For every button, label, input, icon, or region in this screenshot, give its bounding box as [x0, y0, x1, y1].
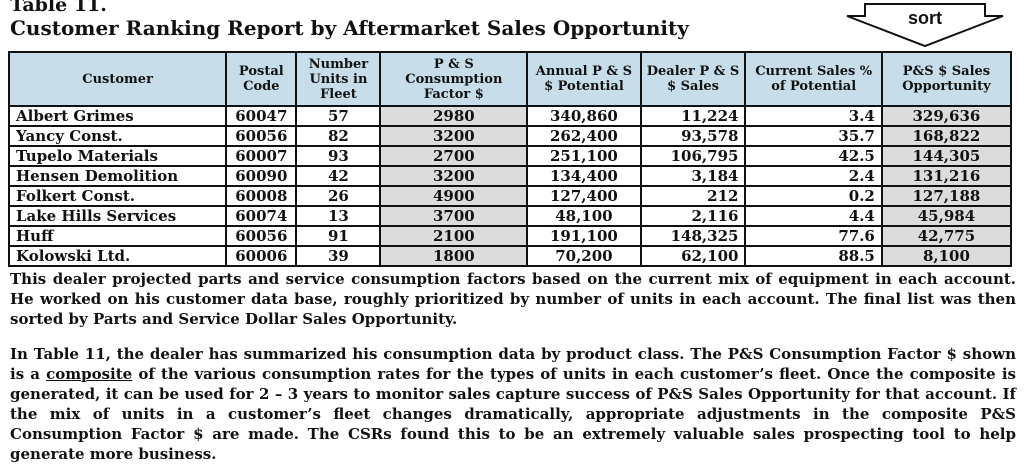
cell-dealer-sales: 11,224	[639, 105, 747, 127]
cell-units: 93	[295, 145, 382, 167]
cell-opportunity: 144,305	[880, 145, 1013, 167]
header-current-sales-pct: Current Sales % of Potential	[744, 51, 883, 107]
paragraph-1: This dealer projected parts and service …	[10, 270, 1016, 328]
cell-dealer-sales: 3,184	[639, 165, 747, 187]
cell-customer: Folkert Const.	[7, 185, 228, 207]
cell-consumption-factor: 2980	[379, 105, 529, 127]
cell-current-pct: 77.6	[744, 225, 883, 247]
cell-consumption-factor: 3700	[379, 205, 529, 227]
cell-units: 57	[295, 105, 382, 127]
cell-postal-code: 60056	[225, 125, 298, 147]
cell-annual-potential: 127,400	[526, 185, 642, 207]
cell-customer: Hensen Demolition	[7, 165, 228, 187]
paragraph-2: In Table 11, the dealer has summarized h…	[10, 344, 1016, 464]
cell-customer: Albert Grimes	[7, 105, 228, 127]
cell-consumption-factor: 1800	[379, 245, 529, 267]
cell-annual-potential: 70,200	[526, 245, 642, 267]
cell-units: 13	[295, 205, 382, 227]
cell-opportunity: 329,636	[880, 105, 1013, 127]
cell-annual-potential: 134,400	[526, 165, 642, 187]
table-row: Lake Hills Services 60074 13 3700 48,100 2,11…	[7, 205, 1013, 227]
cell-opportunity: 168,822	[880, 125, 1013, 147]
cell-units: 39	[295, 245, 382, 267]
cell-opportunity: 45,984	[880, 205, 1013, 227]
cell-customer: Kolowski Ltd.	[7, 245, 228, 267]
cell-units: 82	[295, 125, 382, 147]
customer-ranking-table: Customer Postal Code Number Units in Fle…	[7, 51, 1013, 267]
cell-postal-code: 60056	[225, 225, 298, 247]
cell-consumption-factor: 3200	[379, 125, 529, 147]
cell-current-pct: 88.5	[744, 245, 883, 267]
table-row: Yancy Const. 60056 82 3200 262,400 93,578 35.7…	[7, 125, 1013, 147]
table-row: Albert Grimes 60047 57 2980 340,860 11,224 3.4…	[7, 105, 1013, 127]
cell-annual-potential: 48,100	[526, 205, 642, 227]
cell-customer: Yancy Const.	[7, 125, 228, 147]
cell-opportunity: 8,100	[880, 245, 1013, 267]
cell-annual-potential: 251,100	[526, 145, 642, 167]
table-row: Kolowski Ltd. 60006 39 1800 70,200 62,100 88.5…	[7, 245, 1013, 267]
cell-units: 42	[295, 165, 382, 187]
table-row: Huff 60056 91 2100 191,100 148,325 77.6 42,775	[7, 225, 1013, 247]
table-row: Folkert Const. 60008 26 4900 127,400 212 0.2 12…	[7, 185, 1013, 207]
header-row: Customer Postal Code Number Units in Fle…	[7, 51, 1013, 107]
cell-postal-code: 60047	[225, 105, 298, 127]
cell-annual-potential: 262,400	[526, 125, 642, 147]
cell-customer: Huff	[7, 225, 228, 247]
cell-current-pct: 0.2	[744, 185, 883, 207]
cell-opportunity: 131,216	[880, 165, 1013, 187]
cell-dealer-sales: 212	[639, 185, 747, 207]
table-row: Tupelo Materials 60007 93 2700 251,100 106,79…	[7, 145, 1013, 167]
cell-annual-potential: 340,860	[526, 105, 642, 127]
cell-dealer-sales: 62,100	[639, 245, 747, 267]
cell-current-pct: 2.4	[744, 165, 883, 187]
sort-label: sort	[907, 8, 942, 28]
cell-postal-code: 60090	[225, 165, 298, 187]
header-postal-code: Postal Code	[225, 51, 298, 107]
cell-current-pct: 3.4	[744, 105, 883, 127]
down-arrow-icon	[846, 3, 1004, 48]
cell-units: 91	[295, 225, 382, 247]
cell-customer: Lake Hills Services	[7, 205, 228, 227]
cell-postal-code: 60074	[225, 205, 298, 227]
cell-opportunity: 42,775	[880, 225, 1013, 247]
header-customer: Customer	[7, 51, 228, 107]
cell-postal-code: 60006	[225, 245, 298, 267]
cell-opportunity: 127,188	[880, 185, 1013, 207]
cell-annual-potential: 191,100	[526, 225, 642, 247]
header-dealer-sales: Dealer P & S $ Sales	[639, 51, 747, 107]
cell-postal-code: 60007	[225, 145, 298, 167]
cell-dealer-sales: 148,325	[639, 225, 747, 247]
header-consumption-factor: P & S Consumption Factor $	[379, 51, 529, 107]
table-title: Customer Ranking Report by Aftermarket S…	[10, 16, 689, 40]
cell-units: 26	[295, 185, 382, 207]
cell-current-pct: 4.4	[744, 205, 883, 227]
table-title-number: Table 11.	[10, 0, 107, 16]
cell-current-pct: 42.5	[744, 145, 883, 167]
header-units-in-fleet: Number Units in Fleet	[295, 51, 382, 107]
cell-dealer-sales: 2,116	[639, 205, 747, 227]
table-row: Hensen Demolition 60090 42 3200 134,400 3,184…	[7, 165, 1013, 187]
cell-current-pct: 35.7	[744, 125, 883, 147]
paragraph-2-underlined: composite	[46, 365, 133, 383]
header-annual-potential: Annual P & S $ Potential	[526, 51, 642, 107]
table-body: Albert Grimes 60047 57 2980 340,860 11,224 3.4…	[7, 105, 1013, 267]
sort-arrow-callout: sort	[845, 2, 1005, 48]
cell-consumption-factor: 4900	[379, 185, 529, 207]
cell-consumption-factor: 3200	[379, 165, 529, 187]
cell-customer: Tupelo Materials	[7, 145, 228, 167]
cell-postal-code: 60008	[225, 185, 298, 207]
cell-consumption-factor: 2700	[379, 145, 529, 167]
header-sales-opportunity: P&S $ Sales Opportunity	[880, 51, 1013, 107]
cell-consumption-factor: 2100	[379, 225, 529, 247]
paragraph-2-end: of the various consumption rates for the…	[10, 365, 1016, 463]
paragraph-2-start: In Table 11, the dealer has summarized h…	[10, 345, 1016, 383]
cell-dealer-sales: 106,795	[639, 145, 747, 167]
cell-dealer-sales: 93,578	[639, 125, 747, 147]
